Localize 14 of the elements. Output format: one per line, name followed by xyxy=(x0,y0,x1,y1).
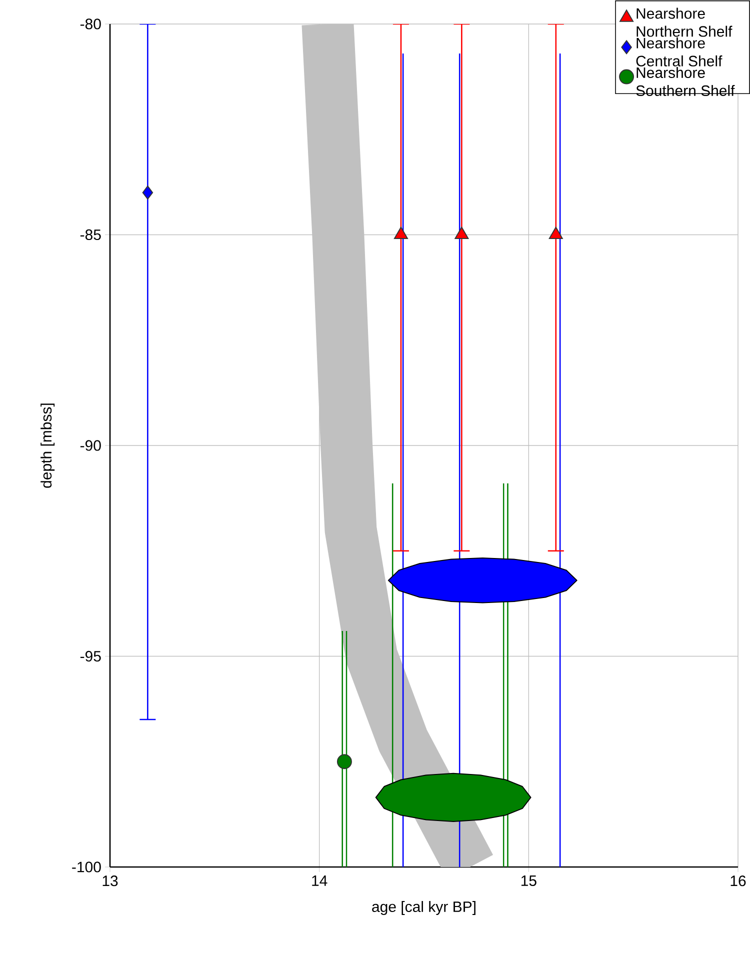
y-tick-label: -80 xyxy=(80,18,101,30)
legend-label: Nearshore Central Shelf xyxy=(636,37,722,66)
y-tick-label: -85 xyxy=(80,229,101,240)
legend-label: Nearshore Northern Shelf xyxy=(636,8,732,37)
x-tick-label: 16 xyxy=(730,876,746,886)
x-tick-label: 14 xyxy=(312,876,328,886)
y-tick-label: -95 xyxy=(80,650,101,662)
y-axis-title: depth [mbss] xyxy=(40,404,55,488)
legend-label: Nearshore Southern Shelf xyxy=(636,67,735,96)
y-tick-label: -90 xyxy=(80,440,101,451)
y-tick-label: -100 xyxy=(72,862,101,872)
x-tick-label: 13 xyxy=(102,876,118,886)
x-tick-label: 15 xyxy=(521,876,536,886)
x-axis-title: age [cal kyr BP] xyxy=(372,901,476,915)
